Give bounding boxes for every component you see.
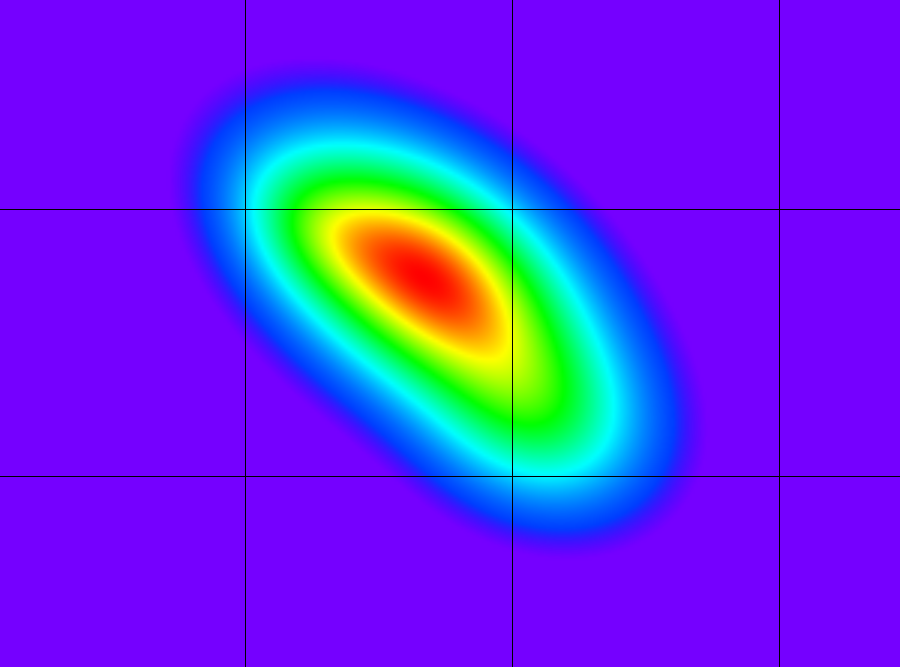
heatmap-chart	[0, 0, 900, 667]
grid-lines	[0, 0, 900, 667]
density-field	[0, 0, 900, 667]
